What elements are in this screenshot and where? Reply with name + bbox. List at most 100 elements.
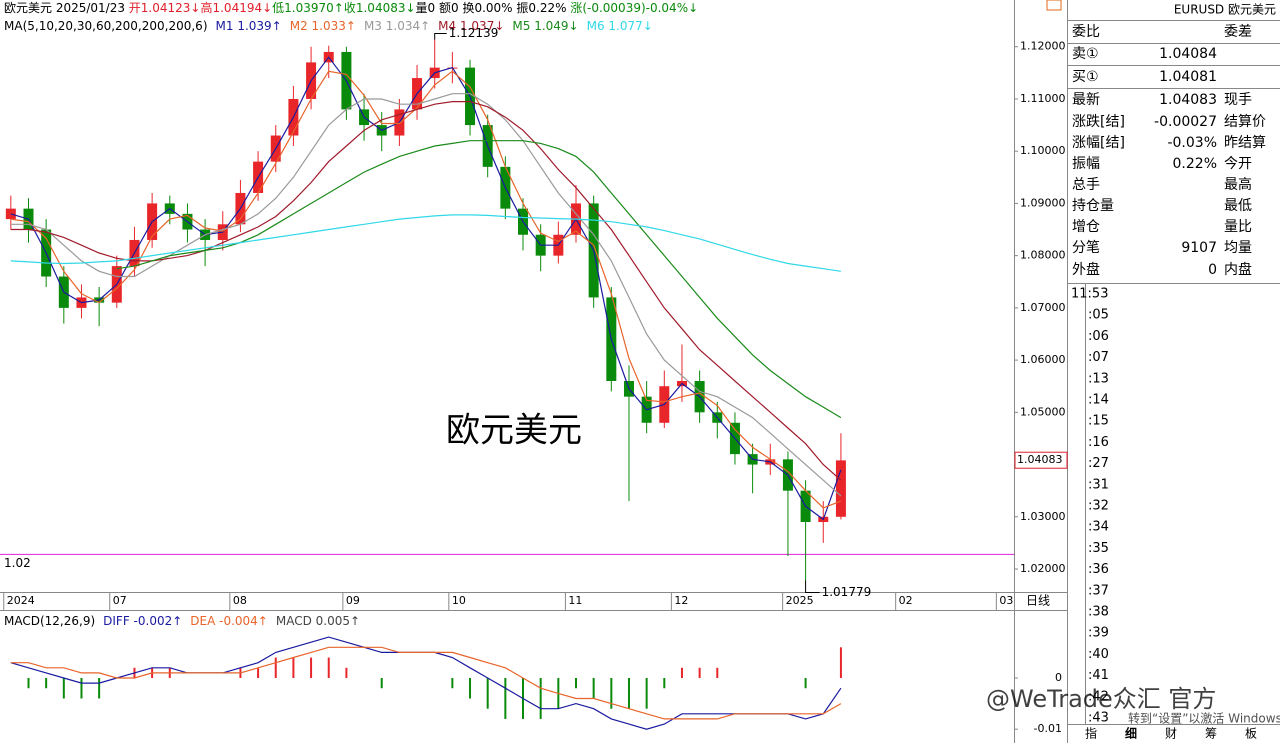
quote-label: 买① (1072, 69, 1099, 85)
y-tick-label: 1.09000 (1020, 196, 1066, 209)
quote-label: 昨结算 (1224, 135, 1266, 151)
quote-label: 最低 (1224, 198, 1252, 214)
tab[interactable]: 板 (1245, 727, 1257, 741)
tick-time: :34 (1088, 520, 1109, 535)
ma-title: MA(5,10,20,30,60,200,200,200,6) (4, 19, 208, 33)
quote-value: 1.04084 (1159, 46, 1217, 62)
quote-label: 均量 (1224, 240, 1252, 256)
header-part: 低1.03970↑ (272, 1, 344, 15)
line-series (10, 101, 842, 481)
legend-entry: M1 1.039↑ (216, 19, 282, 33)
max-label: 1.12139 (449, 26, 499, 40)
tick-time: :16 (1088, 435, 1109, 450)
tick-time: :31 (1088, 477, 1109, 492)
tab[interactable]: 指 (1085, 726, 1097, 741)
legend-entry: MACD 0.005↑ (276, 614, 360, 628)
quote-value: -0.00027 (1154, 114, 1217, 130)
line-series (10, 93, 842, 497)
min-label: 1.01779 (822, 585, 872, 599)
y-tick-label: 0 (1055, 671, 1062, 684)
quote-label: 量比 (1224, 219, 1252, 235)
quote-label: 结算价 (1224, 114, 1266, 130)
quote-label: 振幅 (1072, 156, 1100, 172)
symbol: EURUSD 欧元美元 (1174, 3, 1276, 17)
y-tick-label: 1.10000 (1020, 144, 1066, 157)
quote-value: 9107 (1181, 240, 1217, 256)
y-tick-label: 1.03000 (1020, 510, 1066, 523)
tick-time: :43 (1088, 711, 1109, 726)
quote-label: 今开 (1224, 156, 1252, 172)
tick-time: :39 (1088, 626, 1109, 641)
quote-value: 0 (1208, 262, 1217, 278)
candle-body (835, 460, 846, 517)
tick-time: :15 (1088, 414, 1109, 429)
line-series (10, 214, 841, 272)
header-part: 高1.04194↓ (200, 0, 272, 15)
x-tick-label: 03 (999, 594, 1013, 607)
quote-label: 内盘 (1224, 261, 1252, 278)
tick-time: :07 (1088, 350, 1109, 365)
legend-entry: M5 1.049↓ (512, 19, 578, 33)
quote-value: 0.22% (1173, 156, 1217, 172)
tick-time: :13 (1088, 371, 1109, 386)
ma-legend: MA(5,10,20,30,60,200,200,200,6) M1 1.039↑… (4, 19, 653, 33)
corner-icon[interactable] (1046, 0, 1062, 11)
legend-entry: DIFF -0.002↑ (103, 614, 182, 628)
quote-label: 涨跌[结] (1072, 114, 1125, 130)
tick-time: :05 (1088, 308, 1109, 323)
line-series (10, 56, 842, 521)
quote-label: 最新 (1072, 92, 1100, 108)
last-price-box (1014, 451, 1068, 469)
header-part: 量0 额0 换0.00% 振0.22% (416, 1, 571, 15)
watermark: @WeTrade众汇 官方 (986, 685, 1216, 713)
x-tick-label: 11 (568, 594, 582, 607)
line-series (10, 646, 842, 720)
y-tick-label: -0.01 (1034, 722, 1062, 735)
period-label: 日线 (1026, 594, 1050, 608)
quote-label: 最高 (1224, 176, 1252, 193)
tick-time: :27 (1088, 456, 1109, 471)
tab[interactable]: 财 (1165, 727, 1177, 741)
y-tick-label: 1.07000 (1020, 301, 1066, 314)
annotation-leader (805, 580, 820, 594)
tick-time: :32 (1088, 499, 1109, 514)
last-price: 1.04083 (1017, 453, 1063, 466)
tick-time: :06 (1088, 329, 1109, 344)
y-tick-label: 1.11000 (1020, 92, 1066, 105)
tick-time: :14 (1088, 393, 1109, 408)
tick-time: :42 (1088, 689, 1109, 704)
legend-entry: M2 1.033↑ (290, 19, 356, 33)
tick-time: :41 (1088, 668, 1109, 683)
macd-legend: MACD(12,26,9) DIFF -0.002↑ DEA -0.004↑ MACD… (4, 614, 360, 628)
quote-label: 总手 (1072, 177, 1100, 193)
header-part: 涨(-0.00039)-0.04%↓ (570, 0, 698, 15)
quote-label: 增仓 (1072, 219, 1100, 235)
tick-time: :37 (1088, 583, 1109, 598)
x-tick-label: 2025 (786, 594, 814, 607)
y-tick-label: 1.06000 (1020, 353, 1066, 366)
tick-time: :38 (1088, 605, 1109, 620)
quote-value: -0.03% (1167, 135, 1217, 151)
macd-title: MACD(12,26,9) (4, 614, 95, 628)
legend-entry: M6 1.077↓ (587, 19, 653, 33)
x-tick-label: 12 (674, 594, 688, 607)
tick-time: :35 (1088, 541, 1109, 556)
y-tick-label: 1.05000 (1020, 405, 1066, 418)
quote-label: 现手 (1224, 92, 1252, 108)
y-tick-label: 1.12000 (1020, 40, 1066, 53)
x-tick-label: 07 (113, 594, 127, 607)
tick-time: :40 (1088, 647, 1109, 662)
quote-value: 1.04083 (1159, 92, 1217, 108)
tick-time: :36 (1088, 562, 1109, 577)
chart-header: 欧元美元 2025/01/23 开1.04123↓高1.04194↓低1.039… (4, 0, 698, 15)
legend-entry: DEA -0.004↑ (190, 614, 268, 628)
tab[interactable]: 筹 (1205, 727, 1217, 741)
quote-label: 分笔 (1072, 240, 1100, 256)
header-part: 开1.04123↓ (129, 1, 201, 15)
header-part: 欧元美元 2025/01/23 (4, 1, 129, 15)
tab[interactable]: 细 (1125, 726, 1137, 741)
legend-entry: M4 1.037↓ (438, 19, 504, 33)
